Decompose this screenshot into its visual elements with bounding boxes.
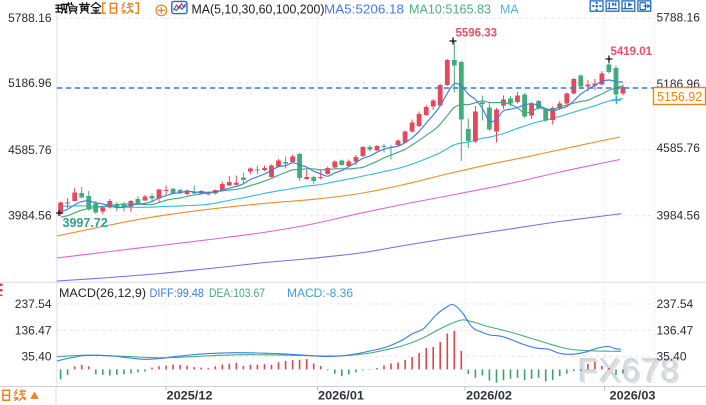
svg-text:MACD:-8.36: MACD:-8.36 [287,288,353,300]
svg-text:5788.16: 5788.16 [657,11,701,25]
svg-text:FX678: FX678 [579,353,681,390]
svg-text:5596.33: 5596.33 [456,28,498,40]
svg-text:4585.76: 4585.76 [8,143,52,157]
svg-text:237.54: 237.54 [657,297,694,311]
svg-text:MA: MA [500,2,519,16]
svg-text:3984.56: 3984.56 [657,209,701,223]
svg-text:2026/03: 2026/03 [610,391,656,403]
svg-text:MACD(26,12,9): MACD(26,12,9) [59,288,146,300]
svg-text:3984.56: 3984.56 [8,209,52,223]
svg-text:237.54: 237.54 [15,297,52,311]
svg-text:136.47: 136.47 [657,324,694,338]
svg-text:2025/12: 2025/12 [167,391,213,403]
svg-text:136.47: 136.47 [15,323,52,337]
svg-text:2026/02: 2026/02 [466,391,512,403]
svg-text:5419.01: 5419.01 [611,46,653,58]
svg-text:2026/01: 2026/01 [318,391,365,403]
svg-text:35.40: 35.40 [657,350,687,364]
svg-text:DEA:103.67: DEA:103.67 [209,288,265,300]
svg-text:MA10:5165.83: MA10:5165.83 [409,2,491,16]
svg-text:5156.92: 5156.92 [657,90,702,104]
svg-text:35.40: 35.40 [21,349,51,363]
svg-text:5788.16: 5788.16 [8,11,52,25]
svg-text:MA(5,10,30,60,100,200): MA(5,10,30,60,100,200) [192,2,325,16]
svg-text:FX678: FX678 [577,351,679,388]
svg-text:4585.76: 4585.76 [657,141,701,155]
svg-text:DIFF:99.48: DIFF:99.48 [150,288,205,300]
svg-text:3997.72: 3997.72 [63,216,108,230]
svg-text:MA5:5206.18: MA5:5206.18 [324,2,404,16]
svg-text:5186.96: 5186.96 [8,76,52,90]
